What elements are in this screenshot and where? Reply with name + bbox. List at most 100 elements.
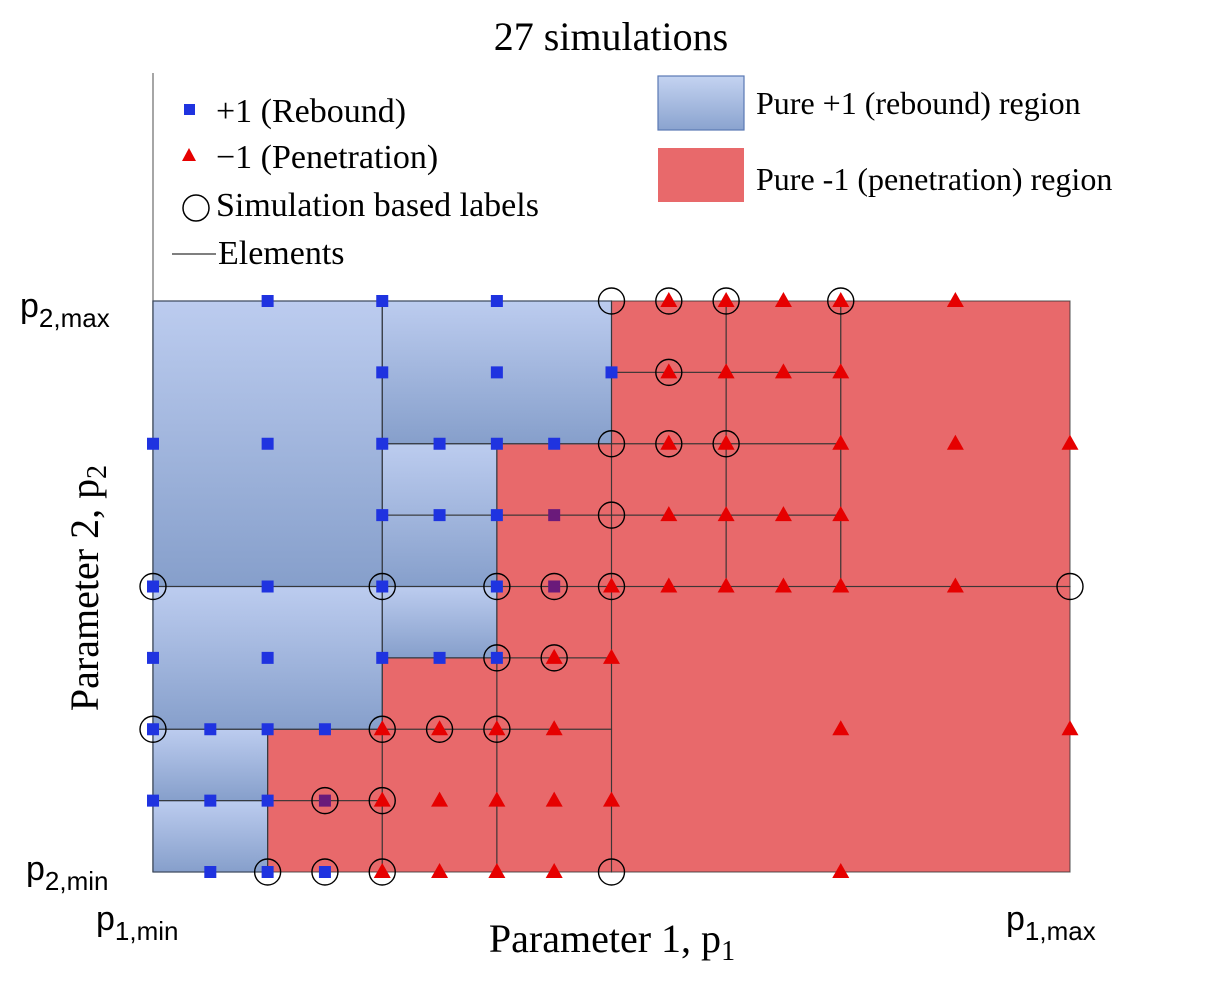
- simulation-label-circle: [597, 501, 626, 529]
- rebound-marker: [490, 651, 503, 664]
- x-tick-min: p1,min: [96, 900, 179, 946]
- y-axis-label: Parameter 2, p2: [62, 465, 113, 711]
- rebound-marker: [433, 651, 446, 664]
- overlap-marker: [318, 794, 331, 807]
- rebound-marker: [147, 723, 159, 736]
- rebound-marker: [147, 437, 159, 450]
- simulation-label-circle: [139, 715, 167, 743]
- penetration-marker: [717, 506, 735, 522]
- simulation-label-circle: [139, 572, 167, 601]
- simulation-label-circle: [540, 572, 568, 601]
- legend-penetration-label: −1 (Penetration): [216, 139, 438, 176]
- y-tick-max: p2,max: [20, 287, 110, 333]
- rebound-marker: [433, 437, 446, 450]
- rebound-marker: [261, 295, 274, 307]
- rebound-marker: [376, 437, 389, 450]
- rebound-marker: [548, 437, 561, 450]
- simulation-label-circle: [483, 715, 511, 743]
- y-tick-min: p2,min: [26, 850, 109, 896]
- penetration-marker: [660, 434, 678, 450]
- simulation-label-circle: [253, 858, 282, 886]
- rebound-marker: [261, 651, 274, 664]
- rebound-marker: [376, 295, 389, 307]
- penetration-marker: [660, 292, 678, 307]
- legend-simulation-label: Simulation based labels: [216, 187, 539, 224]
- simulation-label-circle: [597, 858, 626, 886]
- penetration-marker: [946, 434, 964, 450]
- rebound-marker: [433, 509, 446, 522]
- rebound-marker: [261, 437, 274, 450]
- markers-layer: [147, 292, 1079, 878]
- rebound-marker: [318, 866, 331, 878]
- simulation-label-circle: [368, 715, 396, 743]
- rebound-marker: [204, 794, 217, 807]
- penetration-marker: [832, 506, 850, 522]
- penetration-marker: [717, 292, 735, 307]
- simulation-label-circle: [425, 715, 454, 743]
- penetration-marker: [717, 363, 735, 379]
- rebound-marker: [490, 437, 503, 450]
- penetration-marker: [545, 648, 563, 664]
- rebound-region: [381, 585, 498, 659]
- penetration-marker: [832, 292, 850, 307]
- rebound-marker: [261, 794, 274, 807]
- penetration-marker: [545, 720, 563, 736]
- rebound-marker: [490, 580, 503, 593]
- simulation-label-circle: [368, 858, 396, 886]
- legend-circle-icon: [182, 194, 210, 222]
- rebound-marker: [261, 580, 274, 593]
- penetration-marker: [373, 863, 391, 878]
- simulation-label-circle: [712, 287, 740, 315]
- legend-elements-label: Elements: [218, 235, 345, 272]
- penetration-marker: [660, 577, 678, 593]
- penetration-marker: [431, 863, 449, 878]
- rebound-region: [152, 800, 269, 873]
- penetration-marker: [774, 577, 792, 593]
- penetration-marker: [660, 363, 678, 379]
- rebound-marker: [261, 866, 274, 878]
- rebound-marker: [605, 366, 618, 379]
- penetration-marker: [488, 863, 506, 878]
- penetration-marker: [373, 720, 391, 736]
- rebound-marker: [147, 580, 159, 593]
- penetration-marker: [545, 863, 563, 878]
- legend-square-icon: [184, 104, 195, 115]
- chart-title: 27 simulations: [494, 14, 728, 59]
- simulation-label-circle: [712, 430, 740, 458]
- simulation-label-circle: [311, 858, 339, 886]
- simulation-label-circle: [597, 287, 626, 315]
- rebound-marker: [376, 580, 389, 593]
- region-legend: Pure +1 (rebound) region Pure -1 (penetr…: [657, 75, 1112, 202]
- legend-blue-region-swatch: [657, 75, 745, 131]
- penetration-marker: [946, 292, 964, 307]
- penetration-marker: [1061, 434, 1079, 450]
- penetration-marker: [545, 791, 563, 807]
- penetration-marker: [774, 506, 792, 522]
- penetration-marker: [717, 434, 735, 450]
- rebound-marker: [204, 866, 217, 878]
- simulation-label-circle: [311, 786, 339, 815]
- overlap-marker: [548, 509, 561, 522]
- penetration-marker: [832, 720, 850, 736]
- rebound-marker: [490, 509, 503, 522]
- legend-triangle-icon: [182, 148, 196, 161]
- rebound-marker: [147, 651, 159, 664]
- x-tick-max: p1,max: [1006, 900, 1096, 946]
- simulation-label-circle: [483, 572, 511, 601]
- legend-red-region-swatch: [658, 148, 744, 202]
- penetration-marker: [774, 363, 792, 379]
- penetration-marker: [431, 720, 449, 736]
- penetration-marker: [832, 577, 850, 593]
- penetration-marker: [832, 434, 850, 450]
- rebound-marker: [490, 295, 503, 307]
- rebound-marker: [376, 651, 389, 664]
- rebound-marker: [204, 723, 217, 736]
- simulation-label-circle: [483, 644, 511, 672]
- rebound-region: [152, 728, 269, 802]
- penetration-marker: [832, 863, 850, 878]
- legend-blue-region-label: Pure +1 (rebound) region: [756, 85, 1081, 121]
- penetration-marker: [603, 577, 620, 593]
- penetration-marker: [373, 791, 391, 807]
- simulation-label-circle: [655, 430, 683, 458]
